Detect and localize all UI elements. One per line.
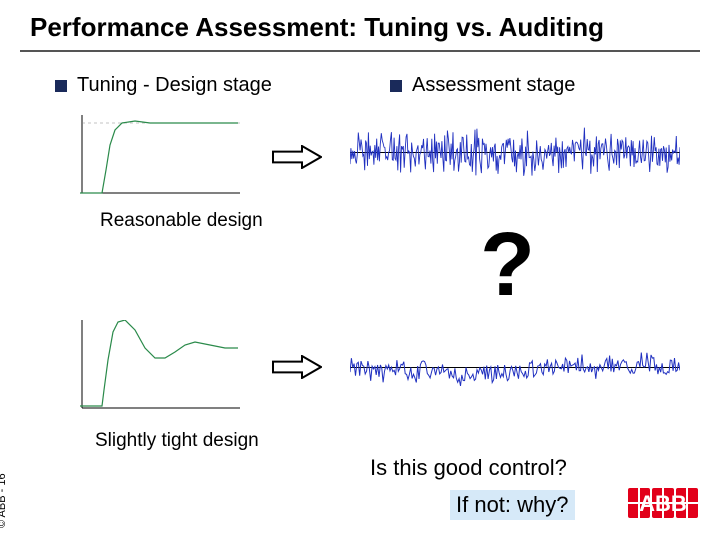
- question-line1: Is this good control?: [370, 455, 567, 481]
- left-heading: Tuning - Design stage: [55, 74, 272, 97]
- label-reasonable: Reasonable design: [100, 210, 263, 232]
- title-rule: [20, 50, 700, 52]
- arrow-icon: [272, 355, 322, 379]
- bullet-square-icon: [55, 80, 67, 92]
- chart-noise-bottom: [350, 320, 680, 415]
- question-line2: If not: why?: [450, 490, 575, 520]
- arrow-icon: [272, 145, 322, 169]
- bullet-square-icon: [390, 80, 402, 92]
- left-heading-text: Tuning - Design stage: [77, 74, 272, 97]
- right-heading: Assessment stage: [390, 74, 575, 97]
- copyright: © ABB - 16: [0, 473, 8, 528]
- right-heading-text: Assessment stage: [412, 74, 575, 97]
- page-title: Performance Assessment: Tuning vs. Audit…: [30, 12, 700, 43]
- chart-step-tight: [80, 320, 240, 410]
- question-mark: ?: [480, 220, 535, 310]
- label-tight: Slightly tight design: [95, 430, 259, 452]
- abb-logo: ABB: [624, 484, 702, 522]
- chart-noise-top: [350, 110, 680, 195]
- chart-step-reasonable: [80, 115, 240, 195]
- svg-text:ABB: ABB: [639, 491, 687, 516]
